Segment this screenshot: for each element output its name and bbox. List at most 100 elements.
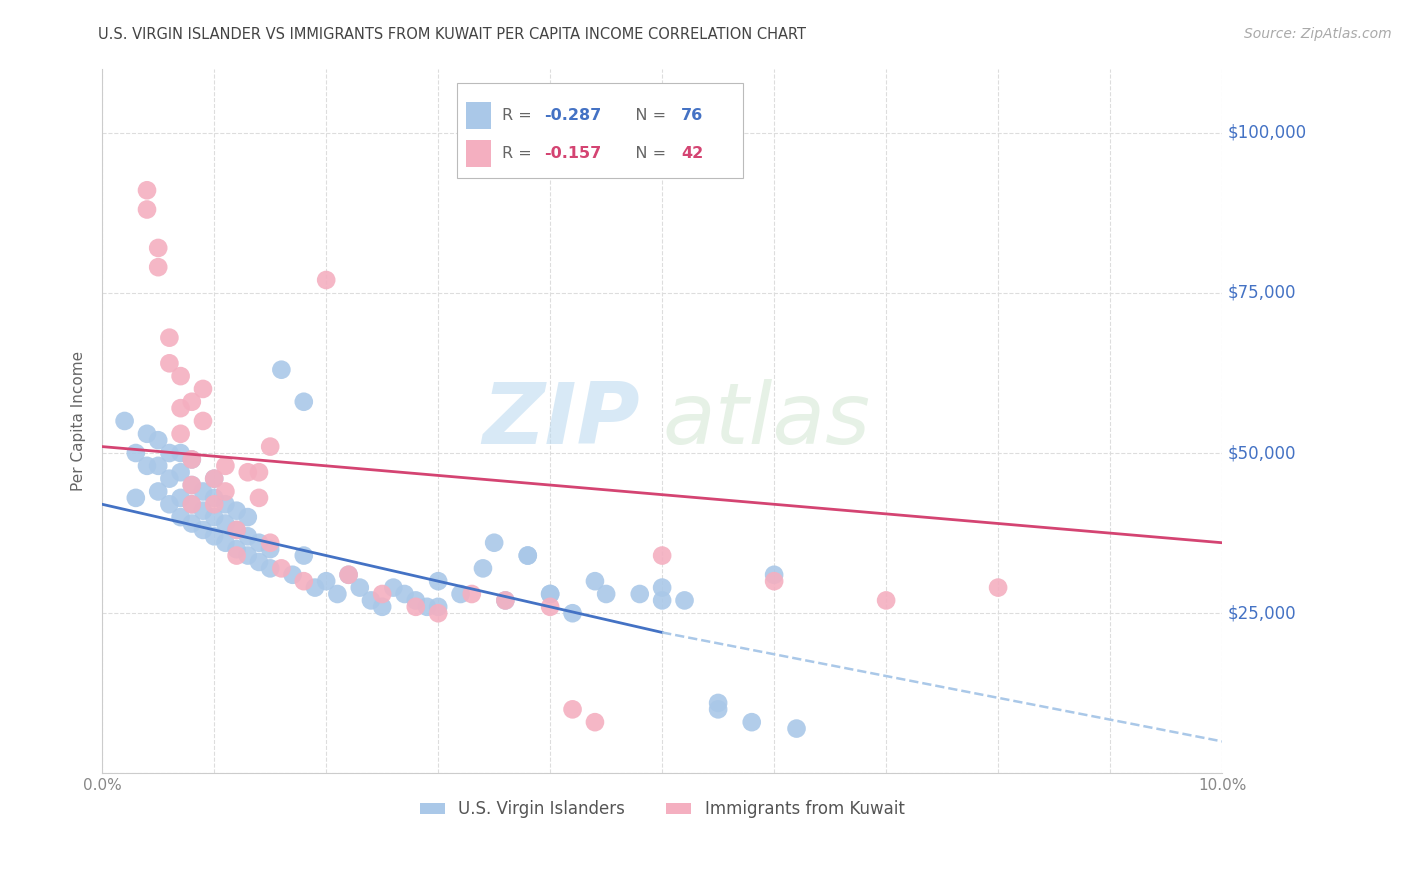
Point — [191, 382, 214, 396]
Point — [169, 510, 191, 524]
Point — [304, 581, 326, 595]
Point — [202, 497, 225, 511]
Point — [337, 567, 360, 582]
Point — [270, 561, 292, 575]
Point — [875, 593, 897, 607]
Point — [405, 593, 427, 607]
Text: Source: ZipAtlas.com: Source: ZipAtlas.com — [1244, 27, 1392, 41]
Point — [136, 183, 159, 197]
Text: N =: N = — [620, 108, 671, 123]
Point — [538, 587, 561, 601]
Point — [247, 535, 270, 549]
Point — [202, 510, 225, 524]
Point — [169, 426, 191, 441]
Point — [225, 542, 247, 557]
Point — [292, 574, 315, 589]
Point — [673, 593, 696, 607]
Point — [180, 452, 202, 467]
Text: R =: R = — [502, 108, 537, 123]
Point — [236, 510, 259, 524]
Text: $100,000: $100,000 — [1227, 124, 1306, 142]
Point — [157, 356, 180, 370]
Point — [169, 401, 191, 416]
Point — [561, 606, 583, 620]
Text: U.S. VIRGIN ISLANDER VS IMMIGRANTS FROM KUWAIT PER CAPITA INCOME CORRELATION CHA: U.S. VIRGIN ISLANDER VS IMMIGRANTS FROM … — [98, 27, 807, 42]
Point — [987, 581, 1010, 595]
Point — [651, 549, 673, 563]
Point — [595, 587, 617, 601]
Point — [180, 478, 202, 492]
Point — [561, 702, 583, 716]
Point — [202, 529, 225, 543]
Point — [786, 722, 808, 736]
Point — [191, 504, 214, 518]
Legend: U.S. Virgin Islanders, Immigrants from Kuwait: U.S. Virgin Islanders, Immigrants from K… — [413, 794, 911, 825]
Point — [225, 523, 247, 537]
Point — [180, 452, 202, 467]
Point — [427, 574, 450, 589]
Point — [538, 587, 561, 601]
Point — [136, 202, 159, 217]
Text: -0.287: -0.287 — [544, 108, 602, 123]
Point — [494, 593, 516, 607]
Point — [180, 516, 202, 531]
Point — [247, 555, 270, 569]
Point — [202, 491, 225, 505]
Point — [337, 567, 360, 582]
Point — [281, 567, 304, 582]
Point — [583, 574, 606, 589]
Point — [360, 593, 382, 607]
Point — [169, 446, 191, 460]
Point — [763, 567, 786, 582]
Point — [225, 549, 247, 563]
Bar — [467, 140, 491, 167]
Point — [292, 394, 315, 409]
Point — [427, 599, 450, 614]
Point — [247, 465, 270, 479]
Point — [416, 599, 439, 614]
Point — [259, 535, 281, 549]
Point — [180, 497, 202, 511]
Point — [148, 241, 170, 255]
Point — [461, 587, 484, 601]
Point — [169, 465, 191, 479]
Point — [538, 599, 561, 614]
Point — [382, 581, 405, 595]
Point — [516, 549, 538, 563]
Point — [583, 715, 606, 730]
Point — [405, 599, 427, 614]
Point — [148, 433, 170, 447]
Point — [148, 458, 170, 473]
Point — [494, 593, 516, 607]
Point — [225, 523, 247, 537]
Point — [214, 535, 236, 549]
Point — [270, 362, 292, 376]
Point — [259, 440, 281, 454]
Point — [349, 581, 371, 595]
Point — [450, 587, 472, 601]
Point — [214, 497, 236, 511]
Point — [125, 491, 148, 505]
Text: $75,000: $75,000 — [1227, 284, 1296, 301]
Point — [326, 587, 349, 601]
Point — [169, 491, 191, 505]
Point — [651, 593, 673, 607]
Point — [707, 702, 730, 716]
Point — [114, 414, 136, 428]
Point — [180, 394, 202, 409]
Point — [202, 472, 225, 486]
FancyBboxPatch shape — [457, 83, 742, 178]
Point — [157, 472, 180, 486]
Point — [136, 458, 159, 473]
Point — [236, 465, 259, 479]
Point — [628, 587, 651, 601]
Point — [202, 472, 225, 486]
Point — [125, 446, 148, 460]
Point — [214, 484, 236, 499]
Point — [741, 715, 763, 730]
Point — [259, 561, 281, 575]
Text: atlas: atlas — [662, 379, 870, 462]
Point — [180, 497, 202, 511]
Point — [169, 369, 191, 384]
Point — [259, 542, 281, 557]
